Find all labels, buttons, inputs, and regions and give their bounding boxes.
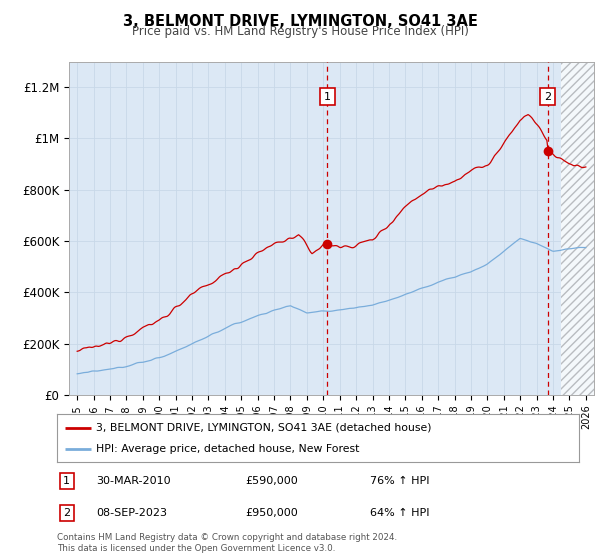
Bar bbox=[561, 62, 594, 395]
Text: £590,000: £590,000 bbox=[245, 476, 298, 486]
Text: 1: 1 bbox=[324, 92, 331, 101]
Text: Price paid vs. HM Land Registry's House Price Index (HPI): Price paid vs. HM Land Registry's House … bbox=[131, 25, 469, 38]
Text: 30-MAR-2010: 30-MAR-2010 bbox=[96, 476, 171, 486]
Text: 3, BELMONT DRIVE, LYMINGTON, SO41 3AE (detached house): 3, BELMONT DRIVE, LYMINGTON, SO41 3AE (d… bbox=[96, 423, 431, 433]
Text: £950,000: £950,000 bbox=[245, 508, 298, 518]
Text: 1: 1 bbox=[63, 476, 70, 486]
Text: 3, BELMONT DRIVE, LYMINGTON, SO41 3AE: 3, BELMONT DRIVE, LYMINGTON, SO41 3AE bbox=[122, 14, 478, 29]
Text: 2: 2 bbox=[544, 92, 551, 101]
Bar bbox=[561, 62, 594, 395]
Text: 2: 2 bbox=[63, 508, 70, 518]
Text: 64% ↑ HPI: 64% ↑ HPI bbox=[370, 508, 430, 518]
Text: HPI: Average price, detached house, New Forest: HPI: Average price, detached house, New … bbox=[96, 444, 359, 454]
Text: Contains HM Land Registry data © Crown copyright and database right 2024.
This d: Contains HM Land Registry data © Crown c… bbox=[57, 533, 397, 553]
Text: 08-SEP-2023: 08-SEP-2023 bbox=[96, 508, 167, 518]
Text: 76% ↑ HPI: 76% ↑ HPI bbox=[370, 476, 430, 486]
